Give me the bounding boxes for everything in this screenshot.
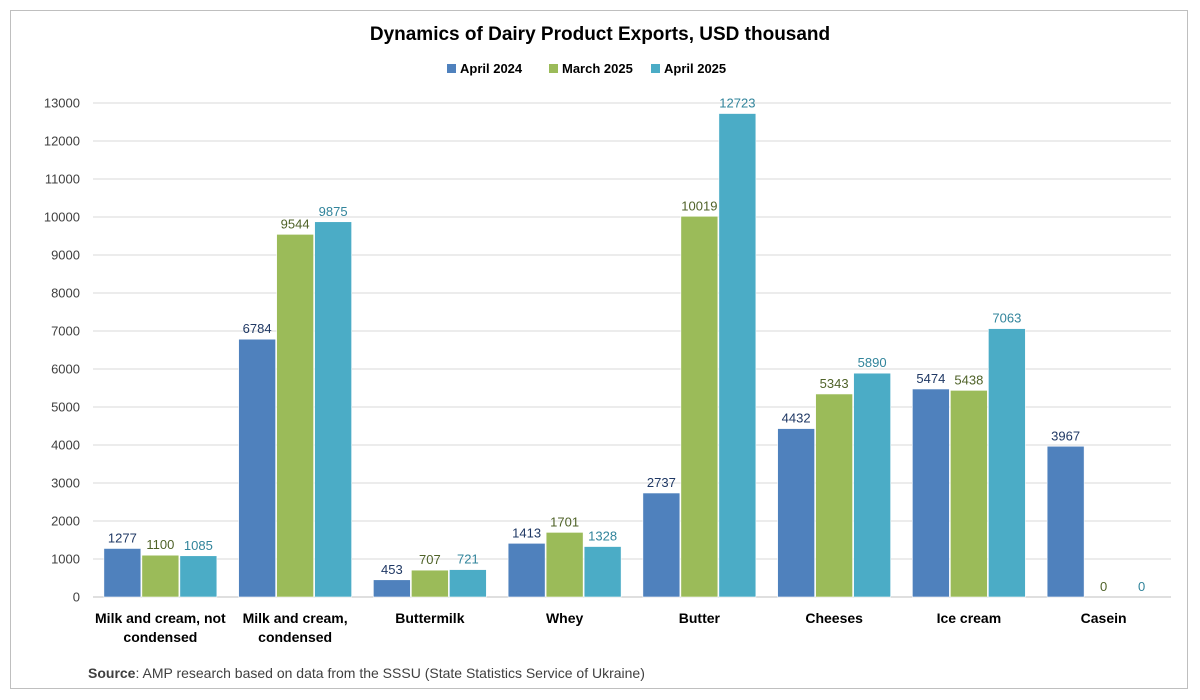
source-note: Source: AMP research based on data from …	[88, 665, 645, 681]
bar	[449, 569, 487, 598]
chart-frame: Dynamics of Dairy Product Exports, USD t…	[10, 10, 1188, 689]
y-tick-label: 10000	[44, 210, 80, 225]
data-label: 10019	[681, 198, 717, 213]
y-tick-label: 9000	[51, 248, 80, 263]
bars	[103, 113, 1085, 598]
bar	[815, 393, 853, 598]
data-label: 9544	[281, 216, 310, 231]
bar	[411, 569, 449, 598]
data-label: 0	[1100, 579, 1107, 594]
data-labels: 1277 1100 1085 6784 9544 9875 453 707 721 1413 170…	[108, 96, 1145, 594]
bar	[718, 113, 757, 598]
bar	[642, 492, 681, 598]
bar	[680, 215, 719, 598]
x-tick-label: Ice cream	[937, 610, 1002, 626]
bar	[276, 234, 314, 598]
y-tick-label: 13000	[44, 96, 80, 111]
x-tick-label: Casein	[1081, 610, 1127, 626]
data-label: 5890	[858, 355, 887, 370]
bar	[988, 328, 1026, 598]
data-label: 3967	[1051, 428, 1080, 443]
legend: April 2024 March 2025 April 2025	[447, 61, 726, 76]
x-axis: Milk and cream, not condensed Milk and cre…	[95, 610, 1127, 645]
y-tick-label: 11000	[45, 172, 80, 187]
bar	[545, 532, 584, 598]
data-label: 4432	[782, 411, 811, 426]
y-tick-label: 1000	[51, 552, 80, 567]
x-tick-label: Milk and cream, not condensed	[95, 610, 226, 645]
data-label: 1413	[512, 525, 541, 540]
bar	[103, 548, 142, 598]
legend-label: March 2025	[562, 61, 633, 76]
y-axis: 0 1000 2000 3000 4000 5000 6000 7000 8000 9000 100…	[44, 96, 80, 605]
legend-swatch	[651, 64, 660, 73]
data-label: 1328	[588, 529, 617, 544]
bar	[373, 579, 411, 598]
data-label: 5474	[916, 371, 945, 386]
y-tick-label: 4000	[51, 438, 80, 453]
data-label: 1085	[184, 538, 213, 553]
y-tick-label: 3000	[51, 476, 80, 491]
x-tick-label: Cheeses	[805, 610, 863, 626]
data-label: 1277	[108, 530, 137, 545]
x-tick-label: Buttermilk	[395, 610, 464, 626]
bar	[950, 390, 988, 598]
data-label: 2737	[647, 475, 676, 490]
bar	[583, 546, 622, 598]
data-label: 1100	[146, 537, 174, 552]
chart-title: Dynamics of Dairy Product Exports, USD t…	[370, 24, 830, 45]
data-label: 0	[1138, 579, 1145, 594]
y-tick-label: 6000	[51, 362, 80, 377]
bar	[853, 372, 891, 598]
bar	[179, 555, 218, 598]
bar	[507, 543, 546, 598]
source-label: Source	[88, 665, 136, 681]
bar	[1046, 445, 1085, 598]
bar	[912, 388, 950, 598]
bar-chart: Dynamics of Dairy Product Exports, USD t…	[44, 24, 1171, 681]
x-tick-label: Milk and cream, condensed	[243, 610, 348, 645]
x-tick-label: Whey	[546, 610, 584, 626]
data-label: 9875	[319, 204, 348, 219]
bar	[314, 221, 352, 598]
data-label: 6784	[243, 321, 272, 336]
bar	[141, 554, 180, 598]
bar	[238, 338, 276, 598]
legend-label: April 2025	[664, 61, 726, 76]
data-label: 1701	[550, 514, 579, 529]
x-tick-label: Butter	[679, 610, 721, 626]
data-label: 12723	[719, 96, 755, 111]
y-tick-label: 5000	[51, 400, 80, 415]
legend-label: April 2024	[460, 61, 523, 76]
legend-swatch	[549, 64, 558, 73]
y-tick-label: 7000	[51, 324, 80, 339]
y-tick-label: 0	[73, 590, 80, 605]
bar	[777, 428, 815, 598]
data-label: 721	[457, 552, 479, 567]
data-label: 453	[381, 562, 403, 577]
y-tick-label: 8000	[51, 286, 80, 301]
y-tick-label: 2000	[51, 514, 80, 529]
data-label: 7063	[992, 311, 1021, 326]
data-label: 707	[419, 552, 441, 567]
data-label: 5438	[954, 372, 983, 387]
y-tick-label: 12000	[44, 134, 80, 149]
data-label: 5343	[820, 376, 849, 391]
legend-swatch	[447, 64, 456, 73]
source-text: : AMP research based on data from the SS…	[135, 665, 644, 681]
